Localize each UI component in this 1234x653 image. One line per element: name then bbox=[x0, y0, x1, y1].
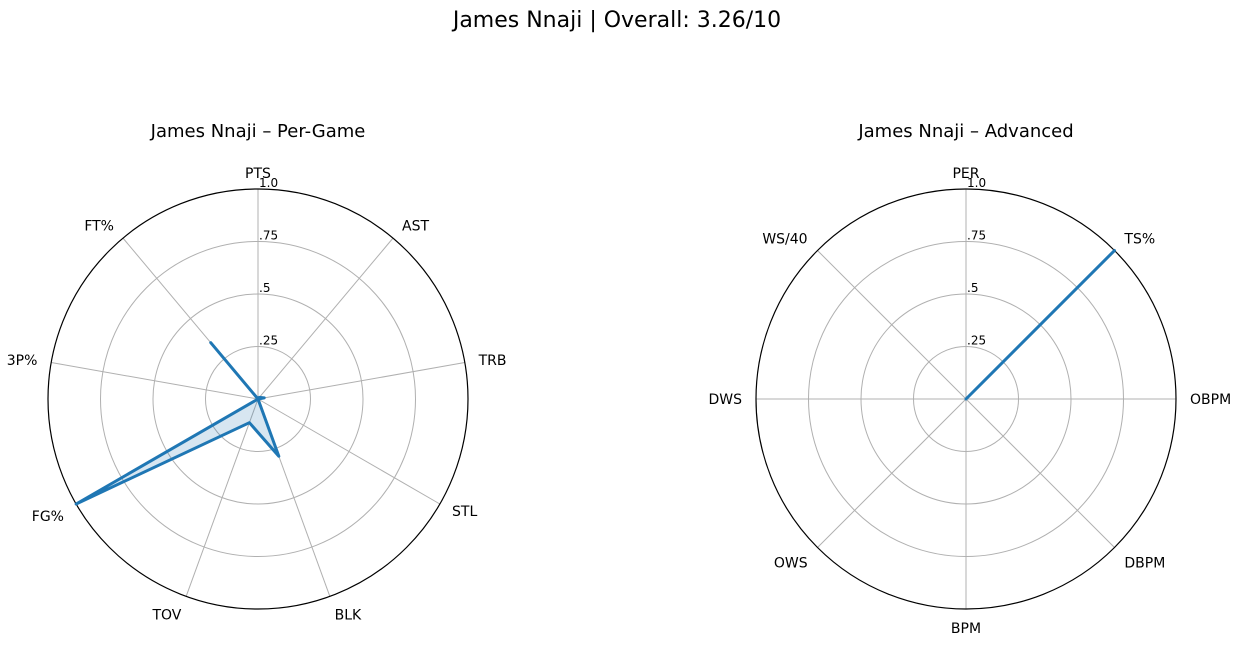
radial-tick-label: 1.0 bbox=[259, 176, 278, 190]
series-line bbox=[964, 249, 1116, 401]
radial-tick-label: .25 bbox=[967, 334, 986, 348]
axis-label-fg-: FG% bbox=[32, 509, 64, 525]
spoke-ows bbox=[817, 398, 967, 548]
figure-title: James Nnaji | Overall: 3.26/10 bbox=[452, 8, 782, 33]
axis-label-tov: TOV bbox=[151, 608, 181, 624]
axis-label-obpm: OBPM bbox=[1190, 392, 1231, 408]
axis-label-ts-: TS% bbox=[1123, 232, 1155, 248]
axis-label-ows: OWS bbox=[774, 555, 808, 571]
axis-label-ast: AST bbox=[402, 218, 429, 234]
radial-tick-label: .25 bbox=[259, 334, 278, 348]
spoke-3p- bbox=[51, 362, 259, 400]
series-fill bbox=[76, 342, 279, 504]
axis-label-ft-: FT% bbox=[84, 218, 114, 234]
radial-tick-label: .5 bbox=[967, 281, 978, 295]
axis-label-trb: TRB bbox=[478, 353, 507, 369]
axis-label-bpm: BPM bbox=[951, 621, 981, 637]
spoke-ast bbox=[257, 237, 394, 400]
spoke-tov bbox=[185, 398, 259, 597]
polar-frame bbox=[755, 188, 1177, 610]
series-line bbox=[74, 341, 281, 506]
radial-tick-label: .5 bbox=[259, 281, 270, 295]
axis-label-dbpm: DBPM bbox=[1124, 555, 1165, 571]
spoke-ws-40 bbox=[817, 250, 967, 400]
radial-tick-label: 1.0 bbox=[967, 176, 986, 190]
radial-tick-label: .75 bbox=[967, 229, 986, 243]
spoke-dbpm bbox=[965, 398, 1115, 548]
chart-title: James Nnaji – Advanced bbox=[857, 121, 1073, 142]
axis-label-dws: DWS bbox=[708, 392, 742, 408]
axis-label-ws-40: WS/40 bbox=[762, 232, 807, 248]
chart-title: James Nnaji – Per-Game bbox=[150, 121, 366, 142]
radial-tick-label: .75 bbox=[259, 229, 278, 243]
axis-label-per: PER bbox=[952, 166, 979, 182]
spoke-stl bbox=[257, 398, 441, 505]
spoke-trb bbox=[257, 362, 465, 400]
polar-frame bbox=[47, 188, 469, 610]
axis-label-pts: PTS bbox=[245, 166, 271, 182]
axis-label-3p-: 3P% bbox=[7, 353, 38, 369]
axis-label-blk: BLK bbox=[335, 608, 362, 624]
axis-label-stl: STL bbox=[452, 504, 477, 520]
